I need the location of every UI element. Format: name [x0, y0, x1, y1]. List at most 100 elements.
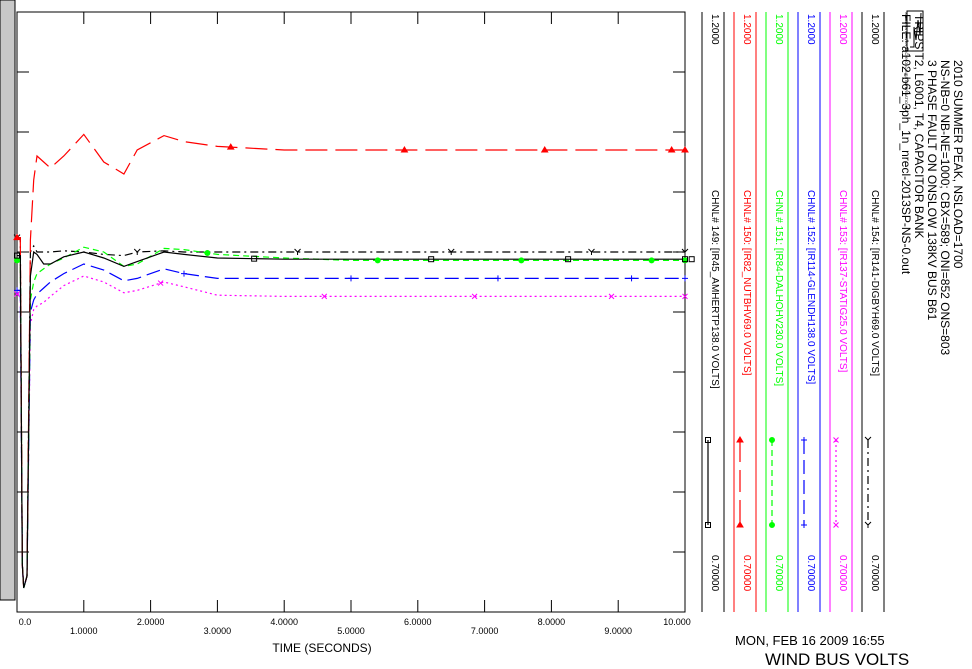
legend-series-name: CHNL# 152: [IR114-GLENDH138.0 VOLTS] [805, 190, 816, 384]
data-marker [833, 437, 839, 443]
data-marker [648, 257, 655, 264]
data-marker [681, 248, 689, 255]
legend-series-name: CHNL# 150: [IR82_NUTBHV69.0 VOLTS] [741, 190, 752, 376]
x-tick-labels: 0.0 1.0000 2.0000 3.0000 4.0000 5.0000 6.0000 7… [19, 617, 691, 636]
legend-ymax-label: 1.2000 [805, 14, 816, 45]
data-marker [540, 146, 549, 153]
legend-ymin-label: 0.70000 [805, 555, 816, 592]
legend-entry: 1.2000 CHNL# 149: [IR45_AMHERTP138.0 VOLT… [701, 12, 725, 612]
data-marker [705, 522, 711, 528]
x-tick-label: 5.0000 [337, 626, 365, 636]
data-marker [864, 436, 872, 443]
legend-series-name: CHNL# 153: [IR137-STATIG25.0 VOLTS] [837, 190, 848, 373]
x-tick-label: 4.0000 [270, 617, 298, 627]
data-marker [682, 293, 688, 300]
data-marker [801, 522, 807, 528]
data-marker [374, 257, 381, 264]
data-marker [447, 248, 455, 255]
data-marker [400, 146, 409, 153]
data-marker [518, 257, 525, 264]
header-line: TRIPS T2, L6001, T4, CAPACITOR BANK [912, 14, 926, 239]
x-tick-label: 1.0000 [70, 626, 98, 636]
legend-ymax-label: 1.2000 [773, 14, 784, 45]
data-marker [251, 255, 258, 262]
data-marker [157, 280, 164, 286]
x-tick-label: 6.0000 [404, 617, 432, 627]
header-line: 3 PHASE FAULT ON ONSLOW 138KV BUS B61 [925, 60, 939, 321]
data-marker [688, 256, 695, 263]
header-line: NS-NB=0 NB-NE=1000; CBX=589; ONI=852 ONS… [938, 60, 952, 355]
data-marker [682, 275, 688, 282]
legend-entry: 1.2000 CHNL# 150: [IR82_NUTBHV69.0 VOLTS]… [733, 12, 757, 612]
data-marker [14, 287, 20, 294]
data-marker [769, 437, 775, 443]
data-marker [428, 256, 435, 263]
data-marker [181, 270, 187, 277]
data-marker [769, 522, 775, 528]
legend-entry: 1.2000 CHNL# 154: [IR141-DIGBYH69.0 VOLTS… [861, 12, 885, 612]
legend-series-name: CHNL# 154: [IR141-DIGBYH69.0 VOLTS] [869, 190, 880, 376]
plot-date: MON, FEB 16 2009 16:55 [735, 633, 885, 648]
legend-entry: 1.2000 CHNL# 152: [IR114-GLENDH138.0 VOLT… [797, 12, 821, 612]
x-tick-label: 10.000 [663, 617, 691, 627]
series-line [17, 250, 685, 589]
legend-ymax-label: 1.2000 [869, 14, 880, 45]
series-markers [13, 143, 695, 300]
data-marker [608, 293, 615, 300]
legend-ymax-label: 1.2000 [837, 14, 848, 45]
data-marker [133, 248, 141, 255]
data-marker [494, 275, 501, 282]
data-marker [588, 248, 595, 255]
data-marker [348, 275, 354, 282]
data-marker [14, 252, 20, 259]
logo-waveform-icon [910, 12, 922, 48]
data-marker [14, 291, 20, 297]
data-marker [736, 436, 744, 443]
data-marker [471, 293, 478, 300]
legend-ymin-label: 0.70000 [837, 555, 848, 592]
data-marker [294, 248, 301, 255]
data-marker [736, 521, 744, 528]
left-margin-strip [0, 0, 16, 601]
logo-text: SIEMENS POWER TECHNOLOGIES INTERNATIONAL [904, 12, 909, 113]
legend-series-name: CHNL# 151: [IR84-DALHOHV230.0 VOLTS] [773, 190, 784, 386]
legend-ymin-label: 0.70000 [741, 555, 752, 592]
data-marker [705, 437, 711, 443]
header-block: SIEMENS POWER TECHNOLOGIES INTERNATIONAL… [899, 10, 965, 355]
x-axis-label: TIME (SECONDS) [272, 641, 371, 655]
data-marker [226, 143, 235, 150]
legend-ymin-label: 0.70000 [869, 555, 880, 592]
legend-entry: 1.2000 CHNL# 153: [IR137-STATIG25.0 VOLTS… [829, 12, 853, 612]
header-line: 2010 SUMMER PEAK, NSLOAD=1700 [951, 60, 965, 269]
header-line: FILE: a102-b61_3ph_1n_nrecl-2013SP-NS-0.… [899, 14, 913, 275]
data-marker [204, 249, 211, 256]
data-marker [14, 257, 20, 264]
data-marker [667, 146, 676, 153]
data-marker [682, 256, 688, 263]
data-marker [681, 146, 689, 153]
data-marker [565, 256, 572, 263]
x-tick-label: 8.0000 [538, 617, 566, 627]
plot-title: WIND BUS VOLTS [765, 650, 909, 669]
plot-frame [16, 11, 686, 613]
data-marker [628, 275, 635, 282]
series-lines [17, 133, 685, 589]
legend-series-name: CHNL# 149: [IR45_AMHERTP138.0 VOLTS] [709, 190, 720, 389]
data-marker [801, 437, 807, 443]
legend-ymax-label: 1.2000 [741, 14, 752, 45]
data-marker [321, 293, 328, 300]
data-marker [833, 522, 839, 528]
legend: 1.2000 CHNL# 154: [IR141-DIGBYH69.0 VOLTS… [701, 12, 885, 612]
legend-ymin-label: 0.70000 [709, 555, 720, 592]
x-tick-label: 9.0000 [604, 626, 632, 636]
x-tick-label: 3.0000 [204, 626, 232, 636]
data-marker [13, 233, 21, 241]
legend-ymin-label: 0.70000 [773, 555, 784, 592]
x-tick-label: 2.0000 [137, 617, 165, 627]
legend-ymax-label: 1.2000 [709, 14, 720, 45]
legend-entry: 1.2000 CHNL# 151: [IR84-DALHOHV230.0 VOLT… [765, 12, 789, 612]
data-marker [864, 521, 872, 528]
x-tick-label: 0.0 [19, 617, 32, 627]
grid [17, 12, 685, 612]
